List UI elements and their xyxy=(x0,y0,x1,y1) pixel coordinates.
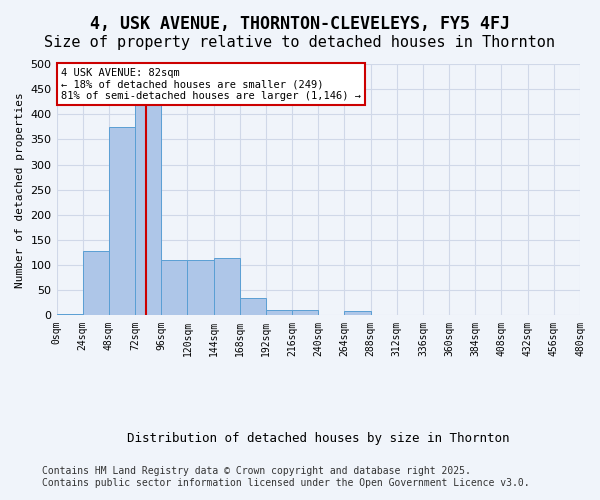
X-axis label: Distribution of detached houses by size in Thornton: Distribution of detached houses by size … xyxy=(127,432,509,445)
Bar xyxy=(292,310,318,316)
Bar xyxy=(161,260,187,316)
Text: Size of property relative to detached houses in Thornton: Size of property relative to detached ho… xyxy=(44,35,556,50)
Text: 4, USK AVENUE, THORNTON-CLEVELEYS, FY5 4FJ: 4, USK AVENUE, THORNTON-CLEVELEYS, FY5 4… xyxy=(90,15,510,33)
Y-axis label: Number of detached properties: Number of detached properties xyxy=(15,92,25,288)
Bar xyxy=(56,314,83,316)
Bar xyxy=(344,312,371,316)
Bar xyxy=(240,298,266,316)
Bar xyxy=(109,127,135,316)
Bar xyxy=(135,104,161,316)
Text: Contains HM Land Registry data © Crown copyright and database right 2025.
Contai: Contains HM Land Registry data © Crown c… xyxy=(42,466,530,487)
Bar xyxy=(187,260,214,316)
Bar xyxy=(83,251,109,316)
Bar xyxy=(214,258,240,316)
Text: 4 USK AVENUE: 82sqm
← 18% of detached houses are smaller (249)
81% of semi-detac: 4 USK AVENUE: 82sqm ← 18% of detached ho… xyxy=(61,68,361,100)
Bar xyxy=(266,310,292,316)
